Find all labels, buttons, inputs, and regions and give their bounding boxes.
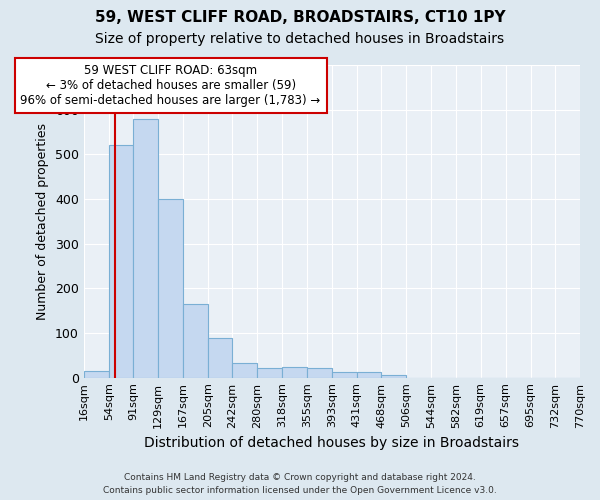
Bar xyxy=(283,366,307,378)
Text: Size of property relative to detached houses in Broadstairs: Size of property relative to detached ho… xyxy=(95,32,505,46)
Bar xyxy=(357,372,381,378)
Text: 59, WEST CLIFF ROAD, BROADSTAIRS, CT10 1PY: 59, WEST CLIFF ROAD, BROADSTAIRS, CT10 1… xyxy=(95,10,505,25)
Text: 59 WEST CLIFF ROAD: 63sqm
← 3% of detached houses are smaller (59)
96% of semi-d: 59 WEST CLIFF ROAD: 63sqm ← 3% of detach… xyxy=(20,64,321,106)
Bar xyxy=(307,368,332,378)
Bar xyxy=(257,368,283,378)
Text: Contains HM Land Registry data © Crown copyright and database right 2024.
Contai: Contains HM Land Registry data © Crown c… xyxy=(103,474,497,495)
Bar xyxy=(84,371,109,378)
Bar xyxy=(158,199,183,378)
Y-axis label: Number of detached properties: Number of detached properties xyxy=(37,123,49,320)
Bar xyxy=(109,146,133,378)
Bar xyxy=(133,118,158,378)
Bar xyxy=(232,364,257,378)
Bar xyxy=(332,372,357,378)
Bar xyxy=(381,376,406,378)
Bar xyxy=(183,304,208,378)
Bar xyxy=(208,338,232,378)
X-axis label: Distribution of detached houses by size in Broadstairs: Distribution of detached houses by size … xyxy=(145,436,520,450)
